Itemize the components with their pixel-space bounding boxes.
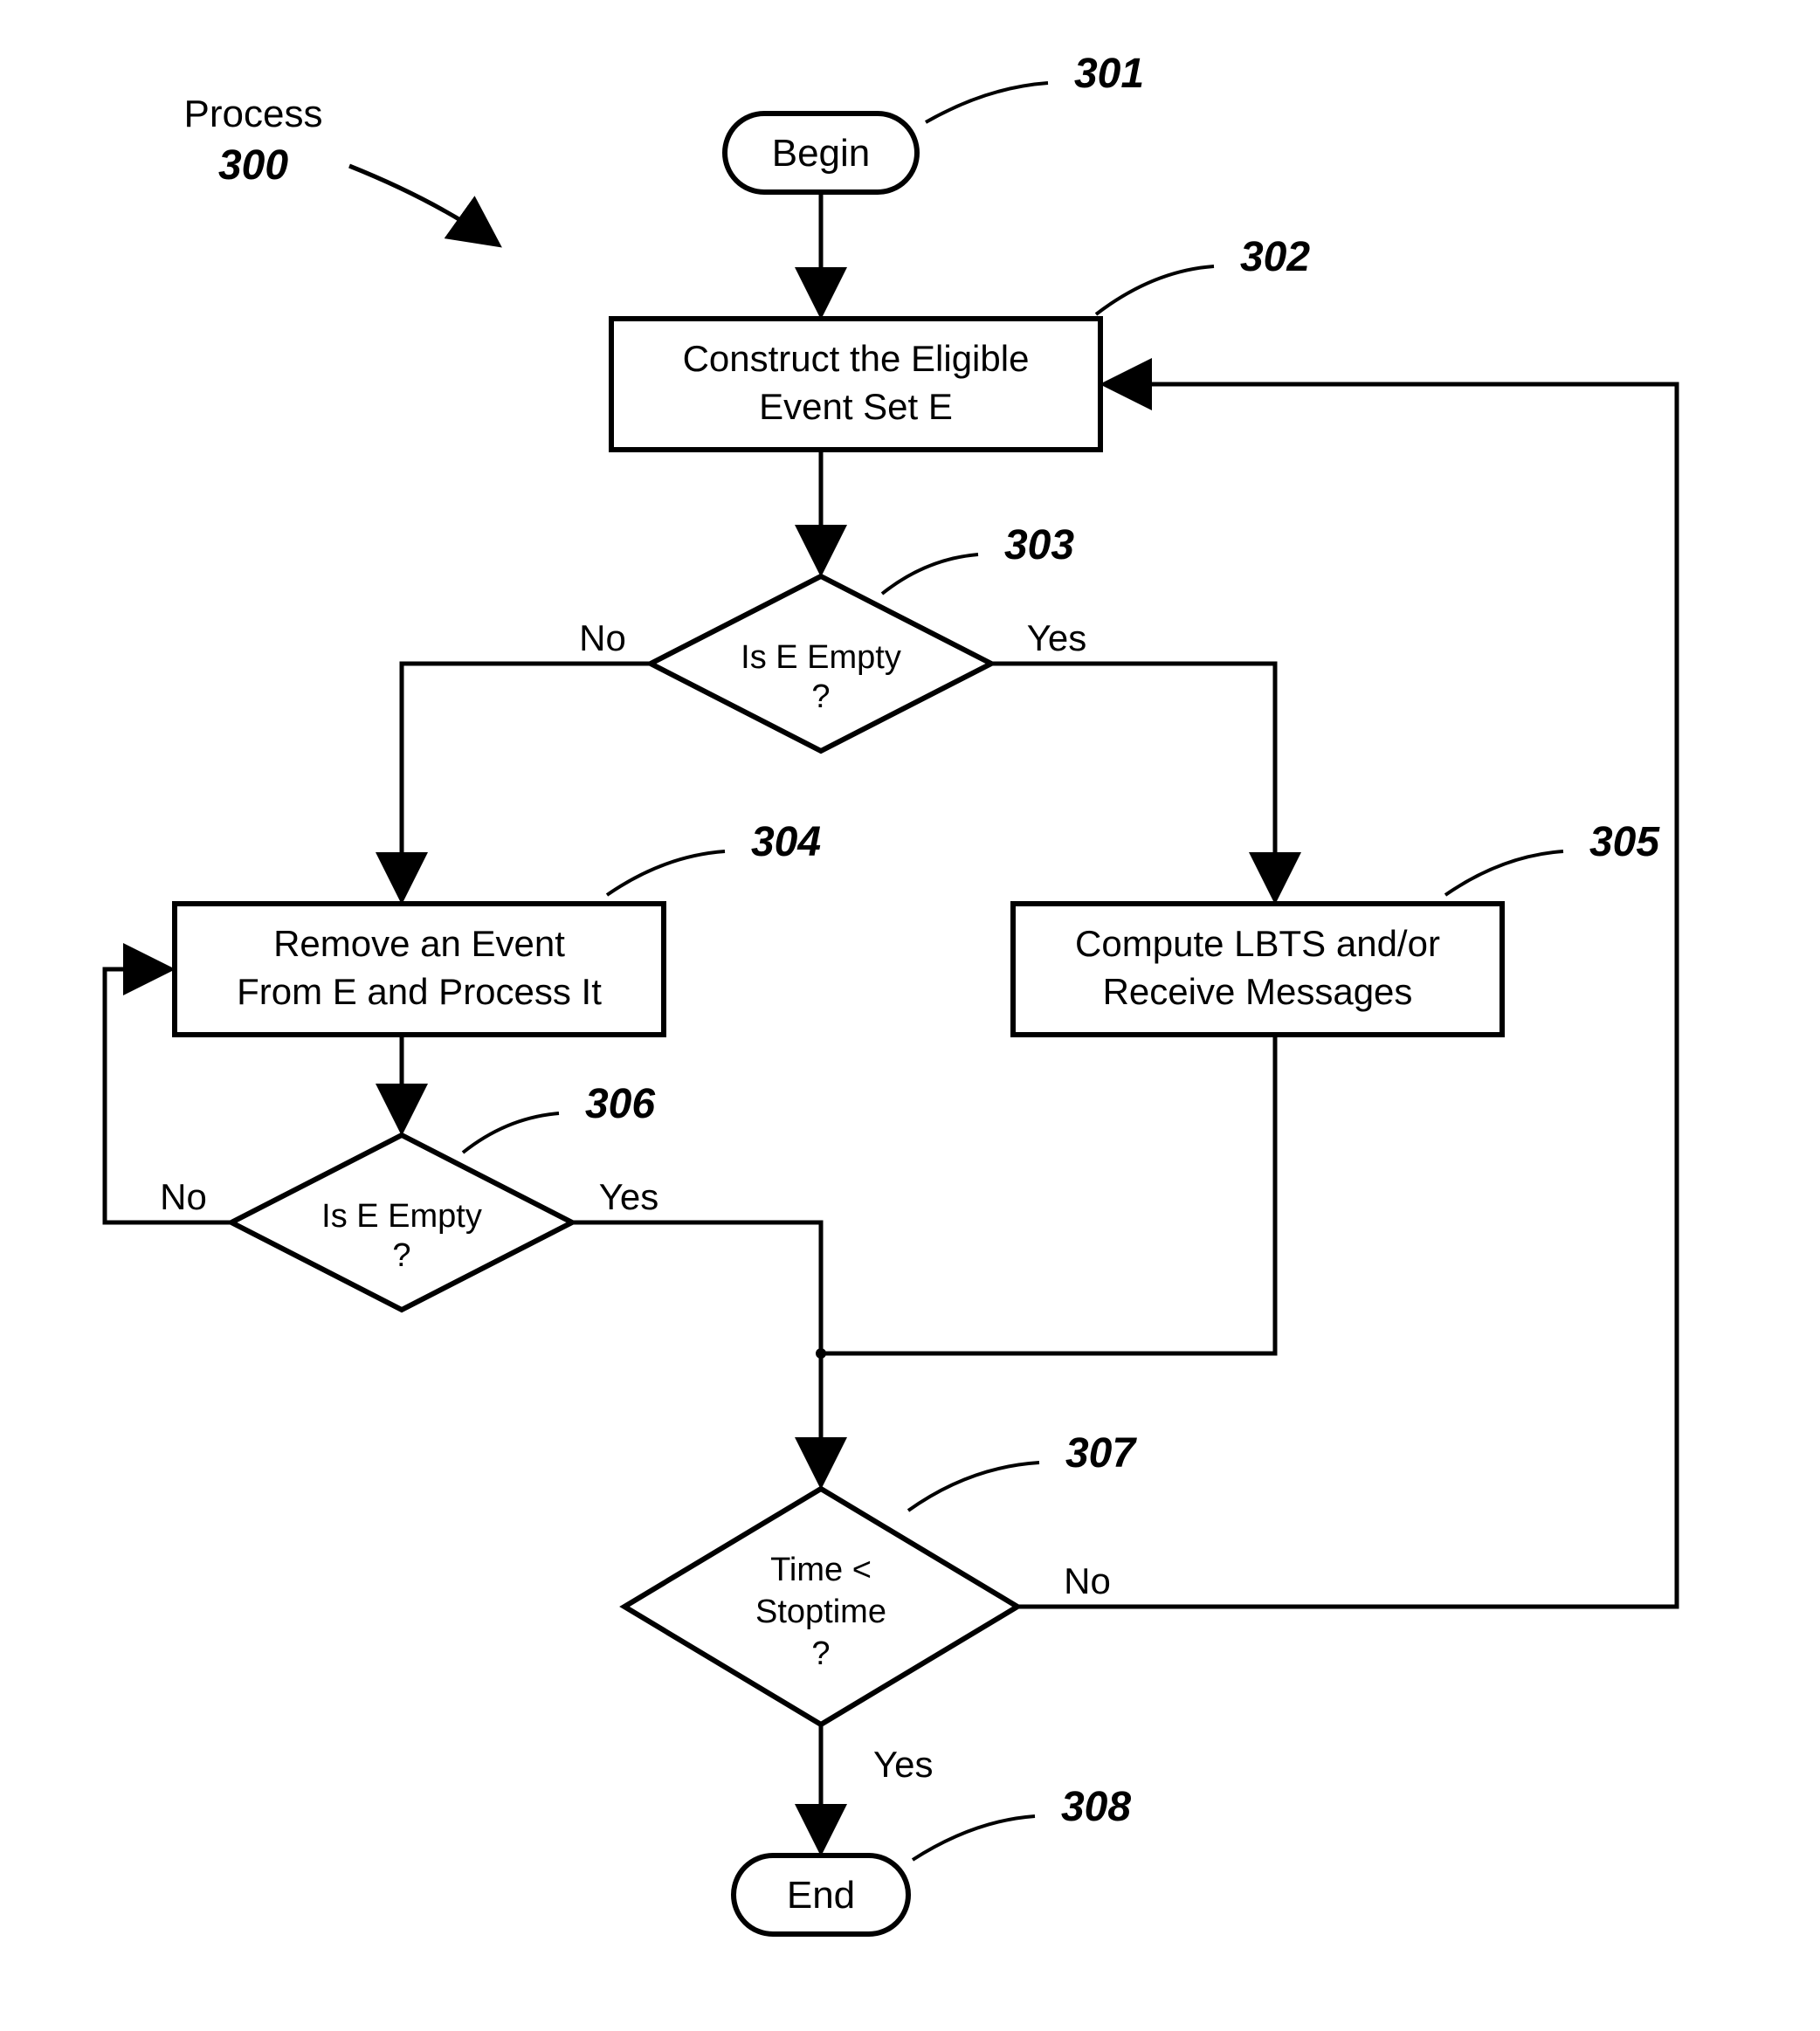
n302-line1: Construct the Eligible xyxy=(683,338,1030,379)
process-title-word: Process xyxy=(184,93,323,135)
ref-304: 304 xyxy=(751,819,821,865)
leader-302 xyxy=(1096,266,1214,314)
ref-305: 305 xyxy=(1589,819,1660,865)
leader-301 xyxy=(926,83,1048,122)
flowchart-canvas: Process 300 Begin 301 Construct the Elig… xyxy=(0,0,1820,2031)
label-306-no: No xyxy=(160,1176,207,1217)
node-construct-eligible-event-set: Construct the Eligible Event Set E 302 xyxy=(611,234,1310,450)
leader-303 xyxy=(882,554,978,594)
leader-306 xyxy=(463,1113,559,1153)
ref-306: 306 xyxy=(585,1081,655,1127)
n307-line3: ? xyxy=(811,1635,830,1672)
node-end: End 308 xyxy=(734,1784,1131,1934)
edge-303-yes: Yes xyxy=(991,617,1275,899)
label-303-no: No xyxy=(579,617,626,658)
leader-304 xyxy=(607,851,725,895)
node-compute-lbts: Compute LBTS and/or Receive Messages 305 xyxy=(1013,819,1660,1035)
junction-dot xyxy=(816,1348,826,1359)
node-begin: Begin 301 xyxy=(725,51,1144,192)
node-time-lt-stoptime: Time < Stoptime ? 307 xyxy=(624,1430,1137,1725)
node-is-e-empty-2: Is E Empty ? 306 xyxy=(231,1081,655,1310)
n302-line2: Event Set E xyxy=(759,386,953,427)
edge-303-no: No xyxy=(402,617,651,899)
end-label: End xyxy=(787,1874,855,1917)
leader-305 xyxy=(1445,851,1563,895)
process-title-arrow xyxy=(349,166,498,244)
edge-305-join xyxy=(821,1035,1275,1353)
n306-line2: ? xyxy=(392,1237,410,1274)
ref-302: 302 xyxy=(1240,234,1310,280)
begin-label: Begin xyxy=(772,132,871,175)
label-306-yes: Yes xyxy=(599,1176,659,1217)
n307-line2: Stoptime xyxy=(755,1594,886,1630)
ref-301: 301 xyxy=(1074,51,1144,97)
node-is-e-empty-1: Is E Empty ? 303 xyxy=(651,522,1074,751)
process-title: Process 300 xyxy=(184,93,498,244)
label-307-yes: Yes xyxy=(873,1744,934,1785)
label-303-yes: Yes xyxy=(1027,617,1087,658)
n306-line1: Is E Empty xyxy=(321,1198,482,1235)
node-remove-event: Remove an Event From E and Process It 30… xyxy=(175,819,821,1035)
leader-307 xyxy=(908,1463,1039,1511)
edge-307-yes: Yes xyxy=(821,1725,934,1851)
n305-line2: Receive Messages xyxy=(1103,971,1413,1012)
process-title-number: 300 xyxy=(218,142,288,189)
edge-306-yes: Yes xyxy=(572,1176,821,1484)
n307-line1: Time < xyxy=(770,1552,872,1588)
n304-line1: Remove an Event xyxy=(273,923,565,964)
n304-line2: From E and Process It xyxy=(237,971,602,1012)
label-307-no: No xyxy=(1064,1560,1111,1601)
ref-307: 307 xyxy=(1065,1430,1137,1477)
n305-line1: Compute LBTS and/or xyxy=(1075,923,1440,964)
leader-308 xyxy=(913,1816,1035,1860)
ref-303: 303 xyxy=(1004,522,1074,568)
ref-308: 308 xyxy=(1061,1784,1131,1830)
n303-line1: Is E Empty xyxy=(741,639,901,676)
n303-line2: ? xyxy=(811,678,830,715)
